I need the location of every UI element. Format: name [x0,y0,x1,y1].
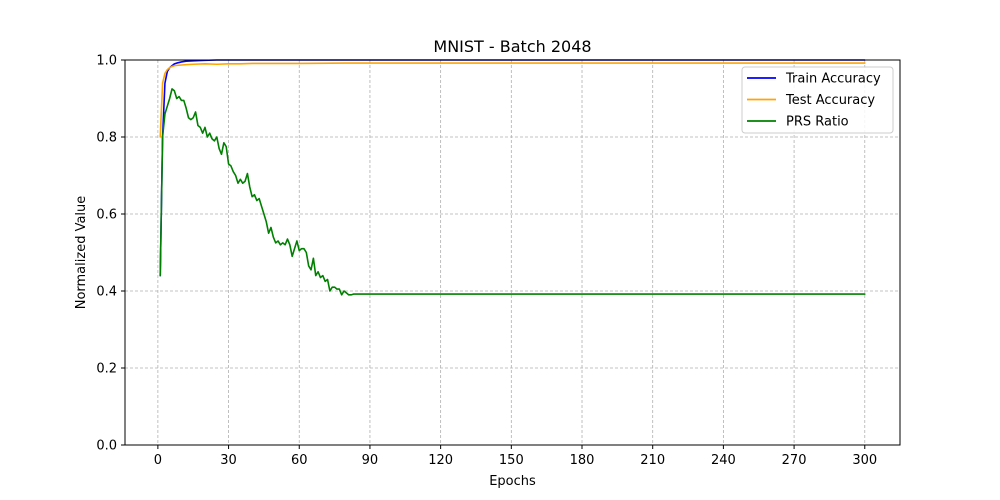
y-tick-label: 0.4 [96,285,117,300]
x-tick-label: 210 [640,453,665,468]
legend-label: Test Accuracy [785,93,875,108]
legend-label: PRS Ratio [786,115,849,130]
x-tick-label: 120 [428,453,453,468]
x-tick-label: 300 [852,453,877,468]
legend-label: Train Accuracy [785,72,881,87]
y-tick-label: 0.6 [96,208,117,223]
plot-frame [124,59,901,446]
x-tick-label: 270 [782,453,807,468]
y-tick-label: 0.2 [96,362,117,377]
y-tick-label: 1.0 [96,54,117,69]
chart-title: MNIST - Batch 2048 [433,37,591,56]
series-line-test-accuracy [159,62,866,138]
y-tick-label: 0.8 [96,131,117,146]
x-tick-label: 60 [291,453,308,468]
y-axis-label: Normalized Value [74,196,89,310]
y-axis-ticks: 0.0 0.2 0.4 0.6 0.8 1.0 [96,54,125,454]
x-axis-ticks: 0 30 60 90 120 150 180 210 240 270 300 [154,445,877,468]
x-tick-label: 180 [570,453,595,468]
x-tick-label: 150 [499,453,524,468]
x-tick-label: 0 [154,453,162,468]
legend: Train Accuracy Test Accuracy PRS Ratio [741,66,894,134]
y-tick-label: 0.0 [96,439,117,454]
legend-box [741,66,894,134]
x-axis-label: Epochs [489,474,536,489]
x-tick-label: 240 [711,453,736,468]
x-tick-label: 90 [362,453,379,468]
series-line-prs-ratio [159,88,866,296]
x-tick-label: 30 [220,453,237,468]
